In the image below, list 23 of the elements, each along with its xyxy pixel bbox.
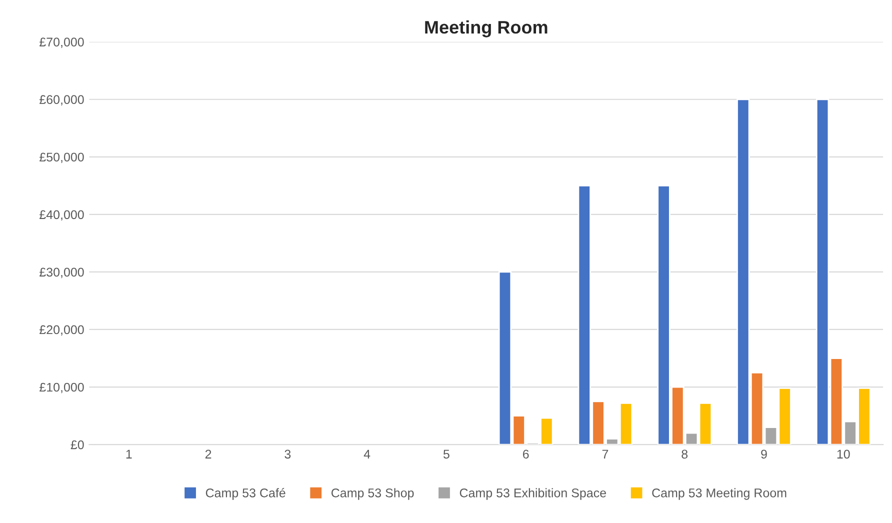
y-tick-label: £50,000 <box>40 152 84 164</box>
legend-label: Camp 53 Café <box>206 488 286 500</box>
x-tick-label: 3 <box>284 450 291 459</box>
y-tick-label: £0 <box>70 440 84 450</box>
y-tick-label: £40,000 <box>40 210 84 221</box>
x-tick-label: 9 <box>761 450 767 459</box>
x-tick-label: 5 <box>443 450 450 459</box>
legend-label: Camp 53 Exhibition Space <box>460 488 606 500</box>
x-tick-label: 6 <box>522 450 529 459</box>
x-tick-label: 1 <box>126 450 132 458</box>
x-tick-label: 10 <box>837 450 850 459</box>
y-tick-label: £10,000 <box>40 382 84 394</box>
y-tick-label: £30,000 <box>40 268 84 278</box>
x-tick-label: 8 <box>682 450 688 459</box>
x-tick-label: 7 <box>602 450 608 458</box>
chart-title: Meeting Room <box>425 20 548 38</box>
y-tick-label: £20,000 <box>40 325 84 336</box>
y-tick-label: £60,000 <box>40 95 84 106</box>
y-tick-label: £70,000 <box>40 38 84 48</box>
x-tick-label: 4 <box>364 450 370 458</box>
x-tick-label: 2 <box>205 450 212 458</box>
legend-label: Camp 53 Shop <box>331 488 414 500</box>
legend-label: Camp 53 Meeting Room <box>652 488 786 500</box>
